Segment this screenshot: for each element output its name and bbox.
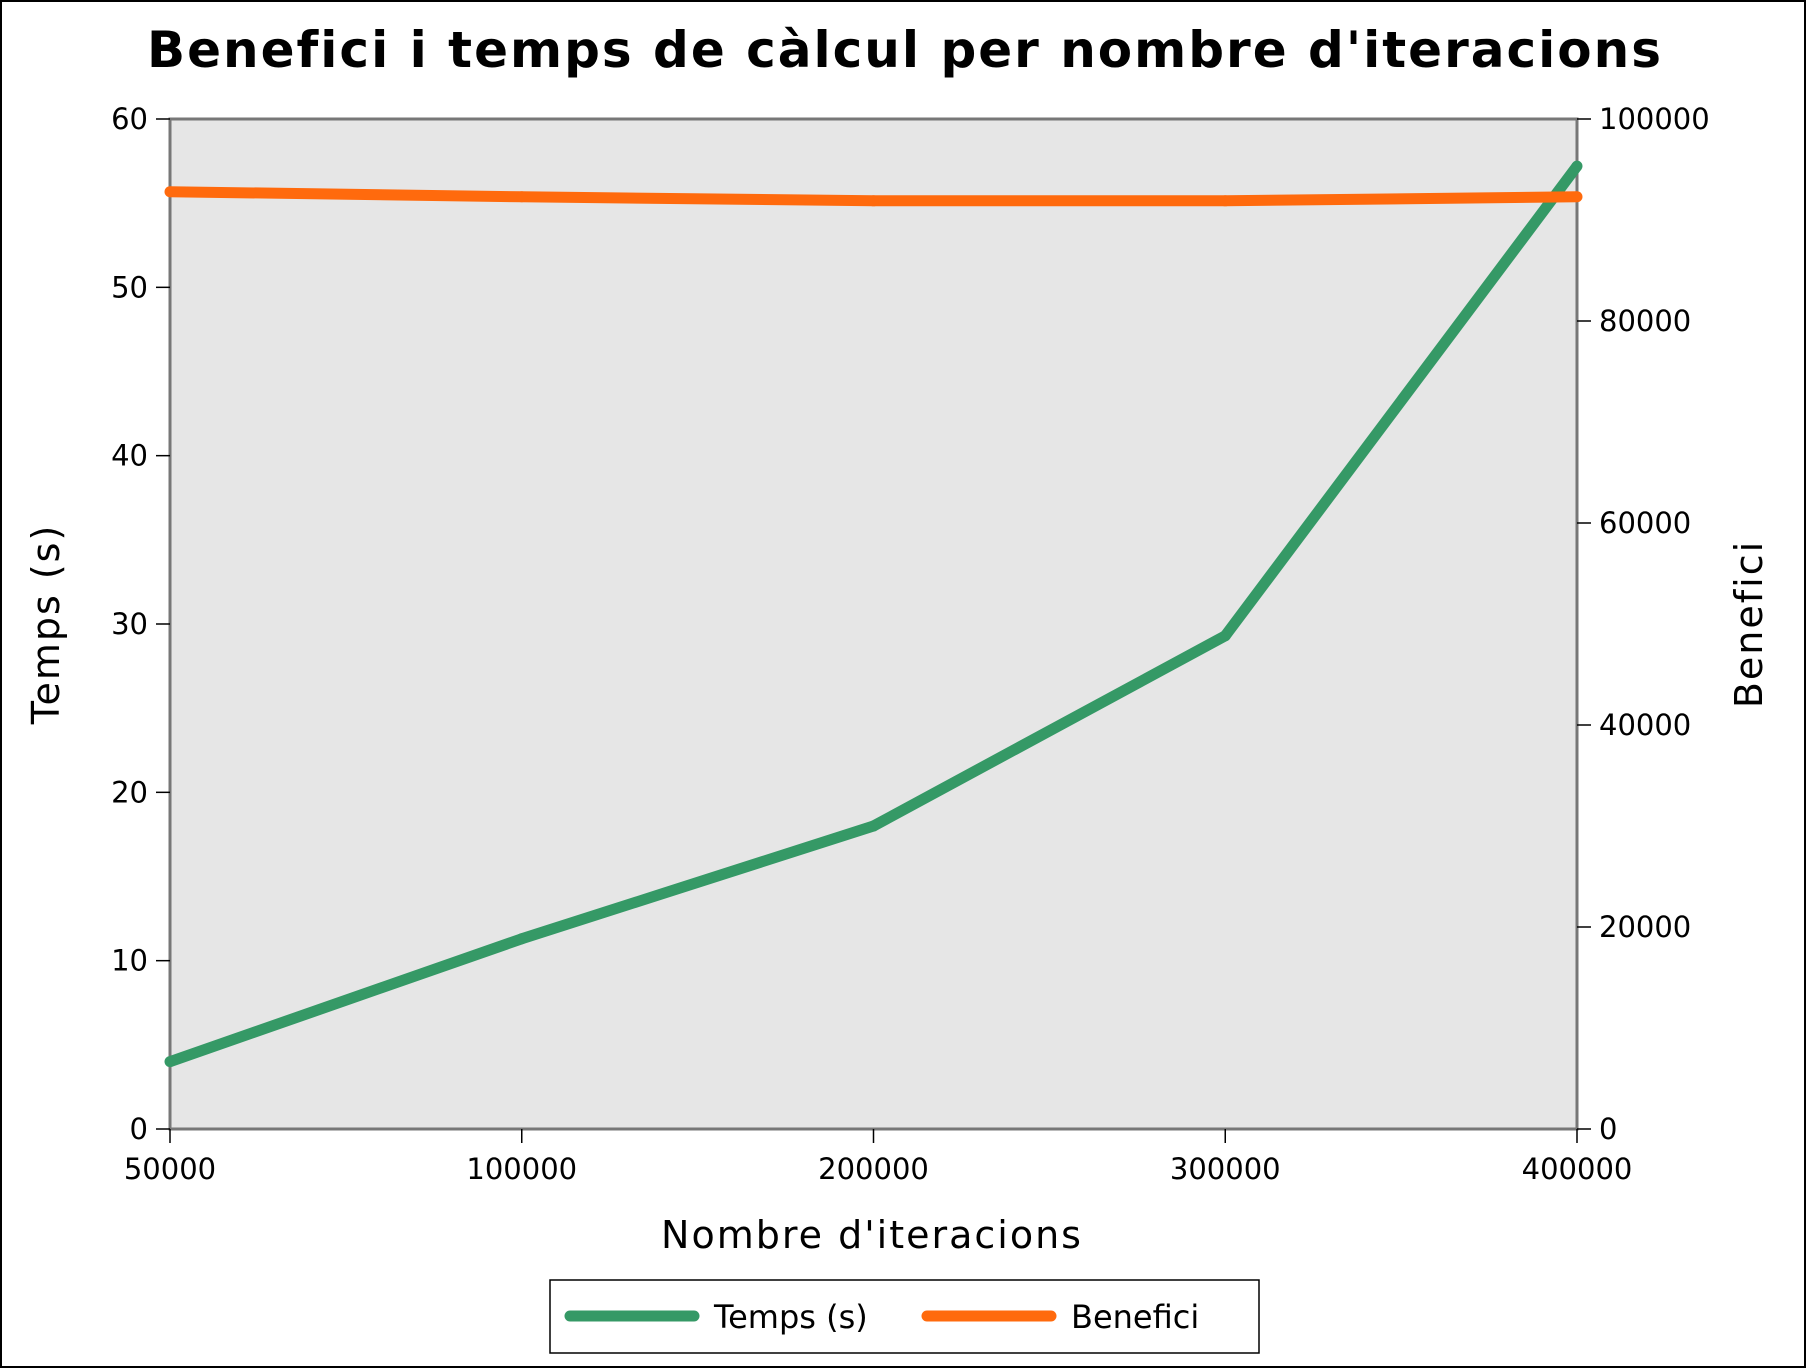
x-axis-label: Nombre d'iteracions [661,1213,1083,1257]
chart-title: Benefici i temps de càlcul per nombre d'… [147,21,1663,79]
y-tick-label: 20 [111,775,148,809]
x-tick-label: 200000 [818,1152,929,1186]
y-tick-label: 40 [111,439,148,473]
x-axis: 50000 100000 200000 300000 400000 [124,1129,1632,1186]
x-tick-label: 400000 [1522,1152,1633,1186]
series-1-point [516,933,527,944]
plot-area [170,119,1577,1129]
series-2-point [1572,191,1583,202]
y2-tick-label: 40000 [1599,708,1691,742]
y2-tick-label: 60000 [1599,506,1691,540]
y-tick-label: 60 [111,102,148,136]
y-tick-label: 30 [111,607,148,641]
y2-axis-label: Benefici [1727,540,1771,708]
y2-tick-label: 0 [1599,1112,1617,1146]
x-tick-label: 100000 [466,1152,577,1186]
y-axis-label: Temps (s) [24,524,68,726]
series-1-point [1220,630,1231,641]
series-1-point [165,1056,176,1067]
series-2-point [1220,195,1231,206]
x-tick-label: 50000 [124,1152,216,1186]
y-tick-label: 50 [111,270,148,304]
y-tick-label: 0 [130,1112,148,1146]
series-1-point [1572,161,1583,172]
y2-tick-label: 20000 [1599,910,1691,944]
y-axis-right: 0 20000 40000 60000 80000 100000 [1577,102,1710,1146]
series-2-point [165,186,176,197]
y-axis-left: 0 10 20 30 40 50 60 [111,102,170,1146]
x-tick-label: 300000 [1170,1152,1281,1186]
legend: Temps (s) Benefici [550,1280,1259,1353]
y2-tick-label: 80000 [1599,304,1691,338]
series-1-point [868,821,879,832]
y-tick-label: 10 [111,944,148,978]
series-2-point [868,195,879,206]
y2-tick-label: 100000 [1599,102,1710,136]
legend-label-1: Temps (s) [713,1298,868,1336]
legend-label-2: Benefici [1071,1298,1199,1336]
series-2-point [516,191,527,202]
